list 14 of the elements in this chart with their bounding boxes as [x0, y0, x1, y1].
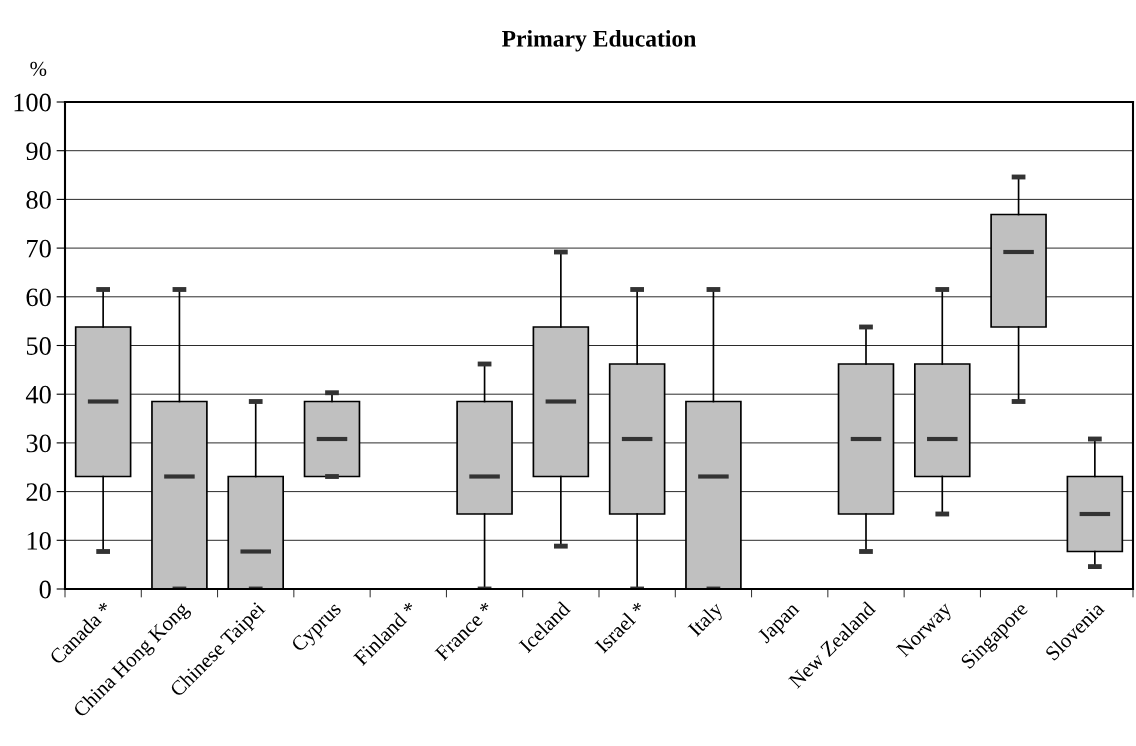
chart-title: Primary Education: [502, 30, 697, 52]
y-tick-label: 60: [26, 288, 51, 307]
y-tick-label: 20: [26, 483, 51, 502]
x-tick-label: Italy: [686, 600, 727, 640]
y-tick-label: 80: [26, 191, 51, 209]
y-axis-title: %: [30, 61, 47, 76]
y-tick-label: 100: [14, 93, 51, 112]
y-tick-label: 90: [26, 142, 51, 161]
y-tick-label: 0: [39, 580, 51, 599]
y-tick-label: 40: [25, 385, 51, 404]
y-tick-label: 30: [26, 434, 51, 453]
y-tick-label: 70: [27, 239, 51, 258]
y-tick-label: 10: [27, 531, 51, 550]
y-tick-label: 50: [26, 337, 51, 355]
